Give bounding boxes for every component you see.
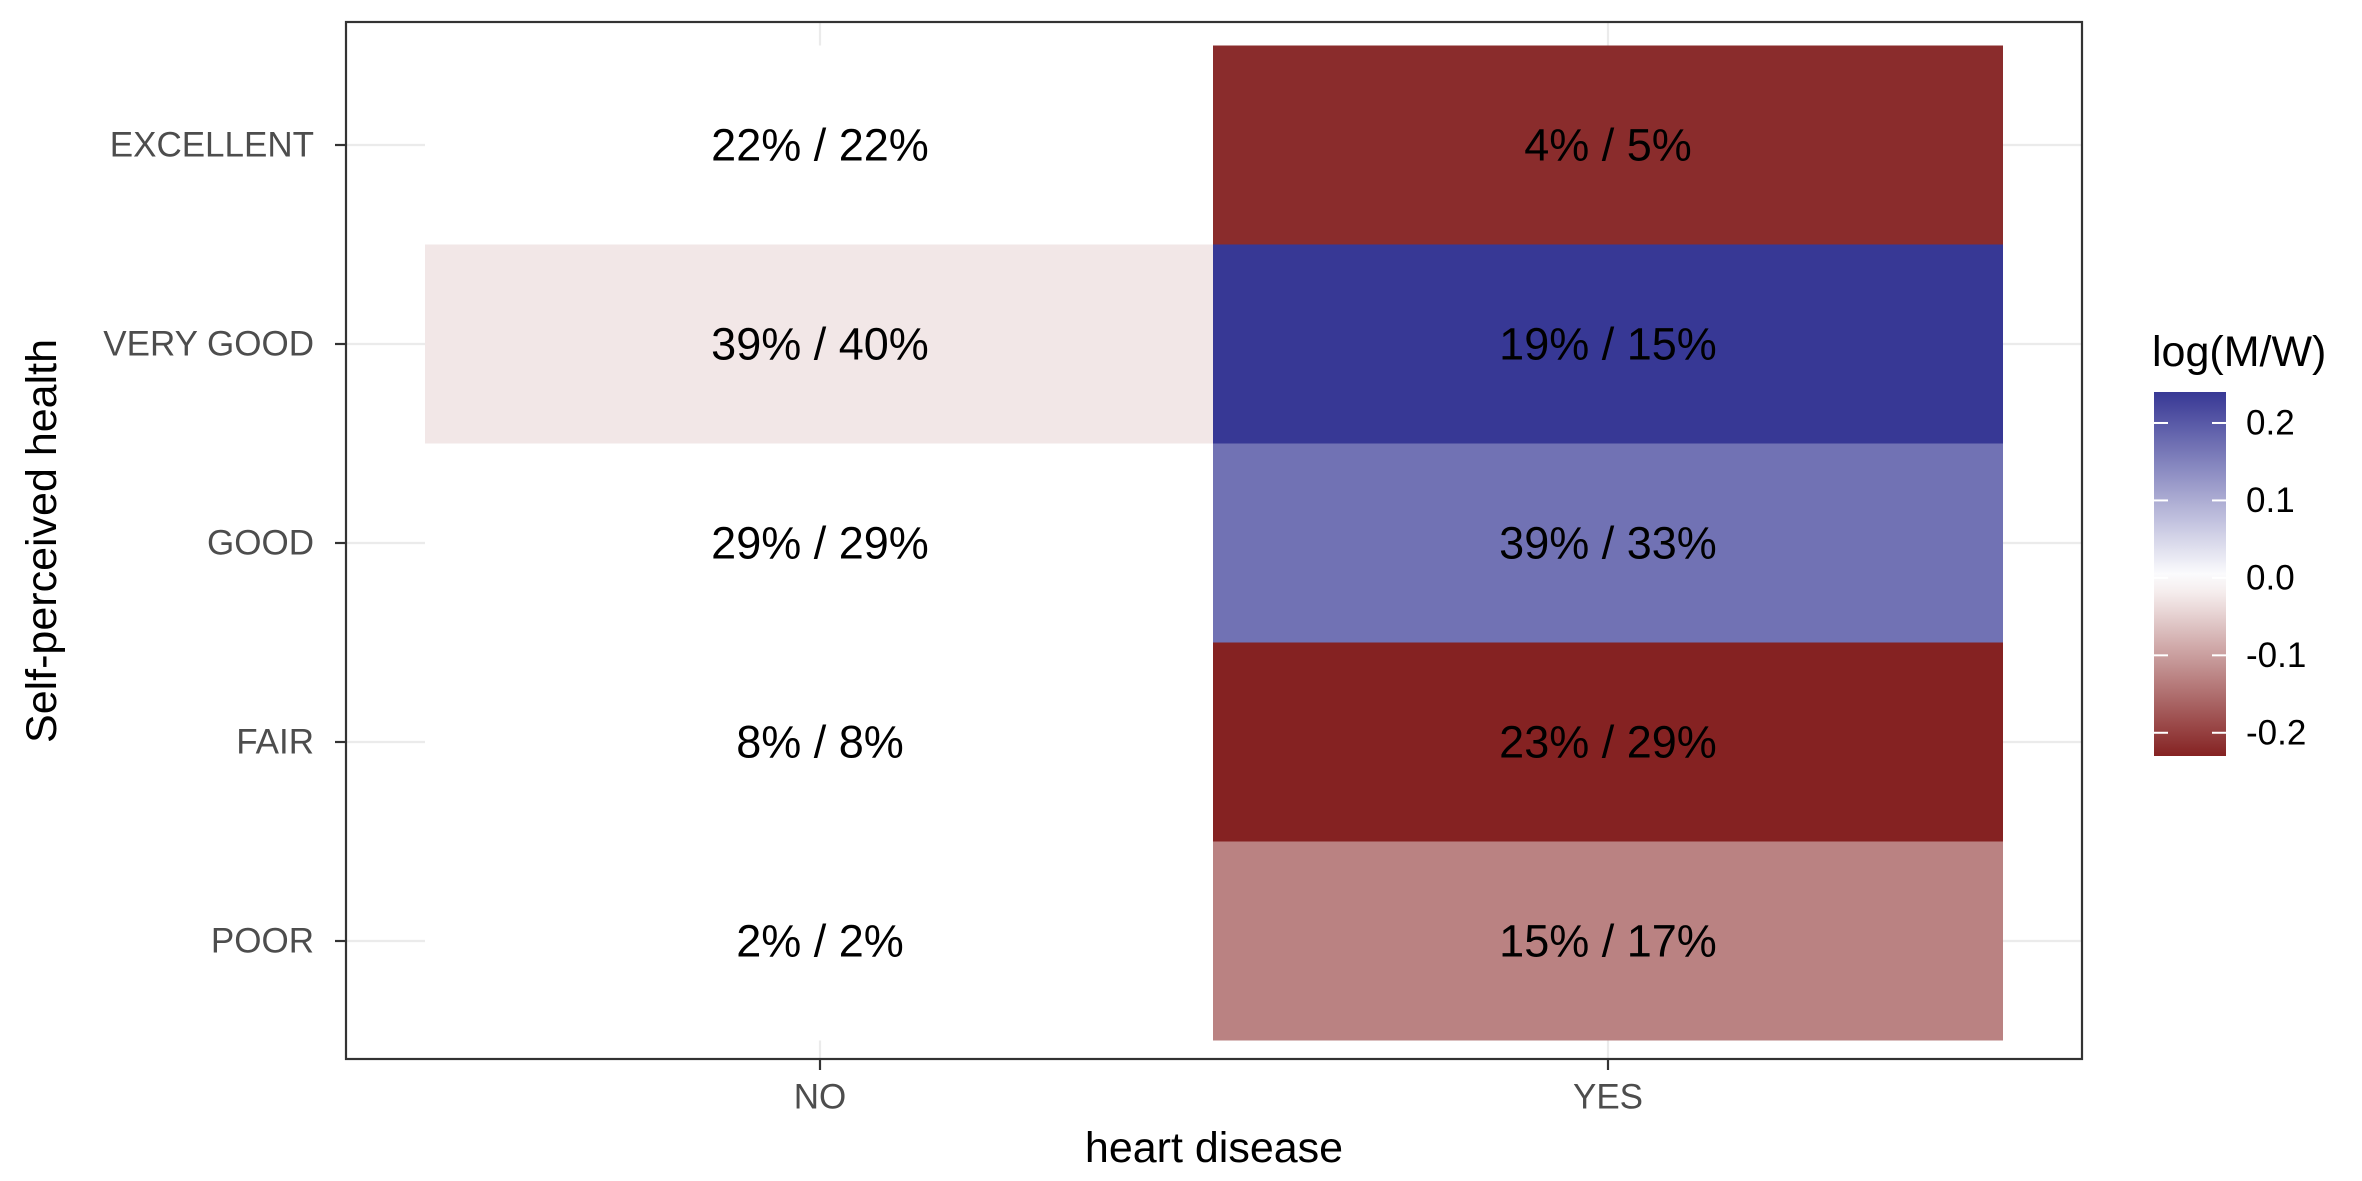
- legend: log(M/W) 0.2 0.1 0.0 -0.1 -0.2: [2152, 328, 2326, 756]
- legend-colorbar: [2154, 392, 2226, 756]
- tile-no-very-good: [425, 244, 1215, 444]
- legend-tick-label-1: 0.1: [2246, 481, 2295, 520]
- tile-no-poor: [425, 841, 1215, 1041]
- tile-yes-fair: [1213, 642, 2003, 842]
- tile-yes-excellent: [1213, 45, 2003, 245]
- tile-yes-good: [1213, 443, 2003, 643]
- x-axis-title: heart disease: [1085, 1124, 1343, 1172]
- y-tick-label-excellent: EXCELLENT: [110, 126, 314, 165]
- tile-label-yes-good: 39% / 33%: [1499, 518, 1717, 569]
- x-tick-label-no: NO: [794, 1078, 847, 1117]
- legend-tick-label-3: -0.1: [2246, 636, 2306, 675]
- tile-no-good: [425, 443, 1215, 643]
- legend-tick-label-4: -0.2: [2246, 713, 2306, 752]
- x-axis-ticks: NO YES: [794, 1059, 1643, 1117]
- tile-label-no-fair: 8% / 8%: [736, 717, 904, 768]
- y-tick-label-very-good: VERY GOOD: [103, 325, 314, 364]
- y-axis-title: Self-perceived health: [18, 339, 66, 743]
- legend-ticks: 0.2 0.1 0.0 -0.1 -0.2: [2154, 403, 2306, 752]
- tile-yes-poor: [1213, 841, 2003, 1041]
- x-tick-label-yes: YES: [1573, 1078, 1643, 1117]
- legend-tick-label-0: 0.2: [2246, 403, 2295, 442]
- tile-label-yes-excellent: 4% / 5%: [1524, 120, 1692, 171]
- tile-label-no-very-good: 39% / 40%: [711, 319, 929, 370]
- tile-no-excellent: [425, 45, 1215, 245]
- tile-label-yes-fair: 23% / 29%: [1499, 717, 1717, 768]
- tile-yes-very-good: [1213, 244, 2003, 444]
- tile-label-yes-poor: 15% / 17%: [1499, 916, 1717, 967]
- tile-label-no-excellent: 22% / 22%: [711, 120, 929, 171]
- y-tick-label-good: GOOD: [207, 524, 314, 563]
- tile-no-fair: [425, 642, 1215, 842]
- legend-tick-label-2: 0.0: [2246, 558, 2295, 597]
- legend-title: log(M/W): [2152, 328, 2326, 376]
- y-tick-label-fair: FAIR: [236, 723, 314, 762]
- y-tick-label-poor: POOR: [211, 922, 314, 961]
- heatmap-cells: [425, 45, 2003, 1041]
- cell-labels: 22% / 22% 39% / 40% 29% / 29% 8% / 8% 2% / 2…: [711, 120, 1717, 967]
- panel-border: [344, 20, 2084, 1061]
- tile-label-yes-very-good: 19% / 15%: [1499, 319, 1717, 370]
- y-axis-ticks: EXCELLENT VERY GOOD GOOD FAIR POOR: [103, 126, 346, 961]
- tile-label-no-poor: 2% / 2%: [736, 916, 904, 967]
- tile-label-no-good: 29% / 29%: [711, 518, 929, 569]
